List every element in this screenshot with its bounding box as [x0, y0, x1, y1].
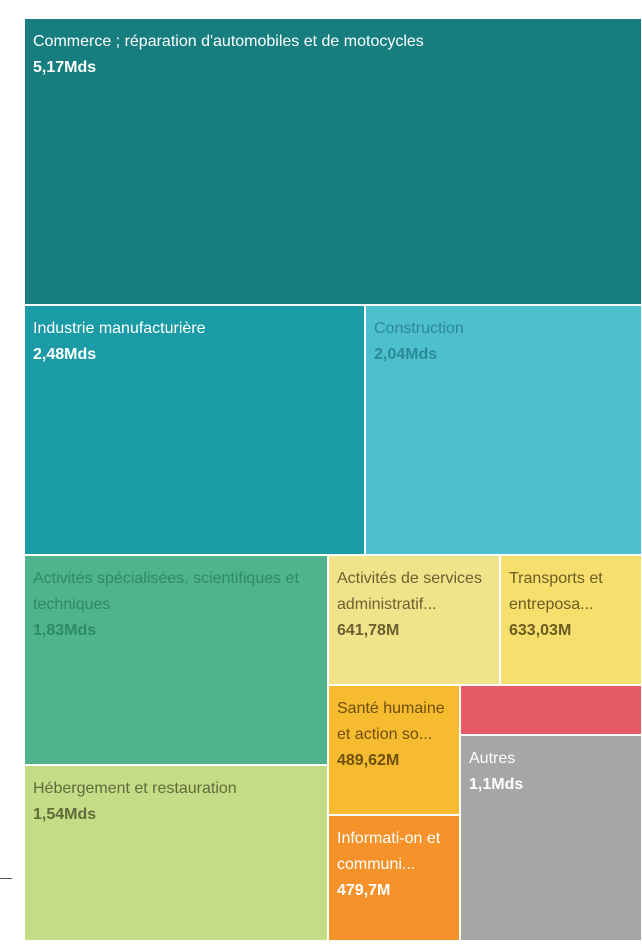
cell-value: 2,48Mds — [33, 346, 97, 363]
cell-value: 2,04Mds — [374, 346, 438, 363]
cell-value: 479,7M — [337, 882, 391, 899]
cell-information[interactable]: Informati-on et communi... 479,7M — [328, 815, 460, 941]
axis-tick — [0, 878, 12, 879]
cell-sante[interactable]: Santé humaine et action so... 489,62M — [328, 685, 460, 815]
cell-label: Informati-on et communi... — [337, 830, 441, 873]
cell-value: 641,78M — [337, 622, 400, 639]
cell-value: 1,54Mds — [33, 806, 97, 823]
cell-label: Activités de services administratif... — [337, 570, 482, 613]
cell-activites-specialisees[interactable]: Activités spécialisées, scientifiques et… — [24, 555, 328, 765]
cell-value: 1,1Mds — [469, 776, 524, 793]
cell-label: Activités spécialisées, scientifiques et… — [33, 570, 299, 613]
cell-label: Autres — [469, 750, 516, 767]
cell-value: 5,17Mds — [33, 59, 97, 76]
cell-label: Santé humaine et action so... — [337, 700, 445, 743]
cell-hebergement[interactable]: Hébergement et restauration 1,54Mds — [24, 765, 328, 941]
cell-autres[interactable]: Autres 1,1Mds — [460, 735, 642, 941]
cell-transports[interactable]: Transports et entreposa... 633,03M — [500, 555, 642, 685]
cell-commerce[interactable]: Commerce ; réparation d'automobiles et d… — [24, 18, 642, 305]
cell-value: 1,83Mds — [33, 622, 97, 639]
cell-value: 633,03M — [509, 622, 572, 639]
cell-value: 489,62M — [337, 752, 400, 769]
cell-label: Hébergement et restauration — [33, 780, 237, 797]
cell-label: Transports et entreposa... — [509, 570, 603, 613]
cell-services-administratifs[interactable]: Activités de services administratif... 64… — [328, 555, 500, 685]
cell-construction[interactable]: Construction 2,04Mds — [365, 305, 642, 555]
cell-label: Industrie manufacturière — [33, 320, 206, 337]
cell-label: Construction — [374, 320, 464, 337]
cell-industrie[interactable]: Industrie manufacturière 2,48Mds — [24, 305, 365, 555]
cell-label: Commerce ; réparation d'automobiles et d… — [33, 33, 424, 50]
cell-red-unlabeled[interactable] — [460, 685, 642, 735]
